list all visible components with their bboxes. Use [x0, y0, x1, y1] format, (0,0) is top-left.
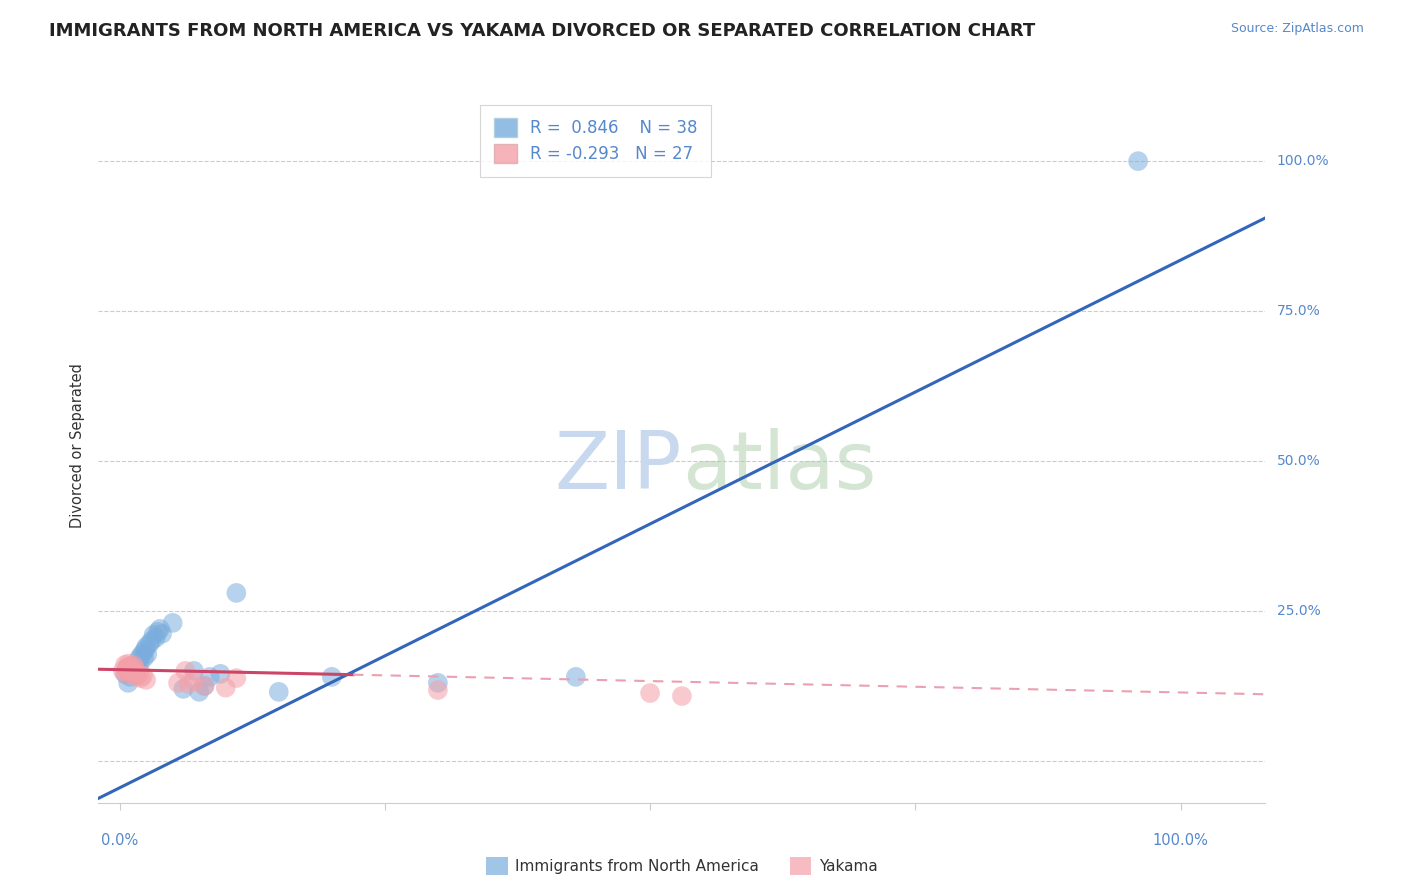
- Point: [121, 664, 143, 678]
- Text: 25.0%: 25.0%: [1277, 604, 1320, 618]
- Point: [225, 586, 247, 600]
- Point: [120, 659, 142, 673]
- Point: [117, 676, 139, 690]
- Text: 100.0%: 100.0%: [1277, 154, 1329, 169]
- Text: 100.0%: 100.0%: [1153, 833, 1209, 848]
- Point: [426, 683, 449, 698]
- Point: [193, 679, 215, 693]
- Point: [188, 685, 211, 699]
- Point: [134, 643, 156, 657]
- Point: [225, 671, 247, 685]
- Point: [125, 670, 148, 684]
- Point: [124, 657, 146, 672]
- Text: Source: ZipAtlas.com: Source: ZipAtlas.com: [1230, 22, 1364, 36]
- Point: [111, 664, 134, 678]
- Point: [321, 670, 343, 684]
- Point: [215, 681, 238, 695]
- Point: [135, 640, 157, 654]
- Point: [128, 666, 150, 681]
- Point: [136, 647, 159, 661]
- Point: [193, 679, 215, 693]
- Point: [118, 665, 141, 679]
- Point: [174, 664, 197, 678]
- Text: ZIP: ZIP: [554, 428, 682, 507]
- Text: IMMIGRANTS FROM NORTH AMERICA VS YAKAMA DIVORCED OR SEPARATED CORRELATION CHART: IMMIGRANTS FROM NORTH AMERICA VS YAKAMA …: [49, 22, 1035, 40]
- Text: 75.0%: 75.0%: [1277, 304, 1320, 318]
- Point: [124, 661, 146, 675]
- Point: [172, 681, 194, 696]
- Point: [149, 622, 172, 636]
- Point: [267, 685, 290, 699]
- Point: [142, 628, 165, 642]
- Point: [115, 666, 138, 681]
- Point: [128, 657, 150, 671]
- Point: [162, 615, 184, 630]
- Point: [120, 670, 142, 684]
- Point: [124, 666, 146, 681]
- Point: [132, 646, 155, 660]
- Point: [115, 661, 138, 675]
- Point: [118, 665, 141, 679]
- Point: [150, 626, 173, 640]
- Point: [426, 676, 449, 690]
- Point: [132, 668, 155, 682]
- Text: 0.0%: 0.0%: [101, 833, 138, 848]
- Point: [129, 648, 152, 663]
- Point: [115, 661, 138, 675]
- Point: [146, 624, 169, 639]
- Point: [177, 677, 200, 691]
- Point: [209, 666, 232, 681]
- Point: [138, 637, 160, 651]
- Y-axis label: Divorced or Separated: Divorced or Separated: [70, 364, 86, 528]
- Point: [1126, 154, 1149, 169]
- Text: 50.0%: 50.0%: [1277, 454, 1320, 468]
- Text: atlas: atlas: [682, 428, 876, 507]
- Point: [565, 670, 588, 684]
- Point: [141, 633, 163, 648]
- Point: [125, 663, 148, 677]
- Point: [120, 663, 142, 677]
- Point: [183, 674, 205, 689]
- Point: [135, 673, 157, 687]
- Point: [671, 689, 693, 703]
- Point: [117, 657, 139, 671]
- Point: [198, 670, 221, 684]
- Point: [127, 659, 149, 673]
- Point: [124, 665, 146, 679]
- Point: [121, 666, 143, 681]
- Point: [114, 657, 136, 672]
- Point: [638, 686, 661, 700]
- Point: [132, 650, 155, 665]
- Point: [122, 657, 145, 672]
- Legend: Immigrants from North America, Yakama: Immigrants from North America, Yakama: [481, 851, 883, 880]
- Point: [167, 676, 190, 690]
- Point: [114, 666, 136, 681]
- Point: [183, 664, 205, 678]
- Point: [145, 631, 167, 645]
- Point: [128, 652, 150, 666]
- Point: [129, 671, 152, 685]
